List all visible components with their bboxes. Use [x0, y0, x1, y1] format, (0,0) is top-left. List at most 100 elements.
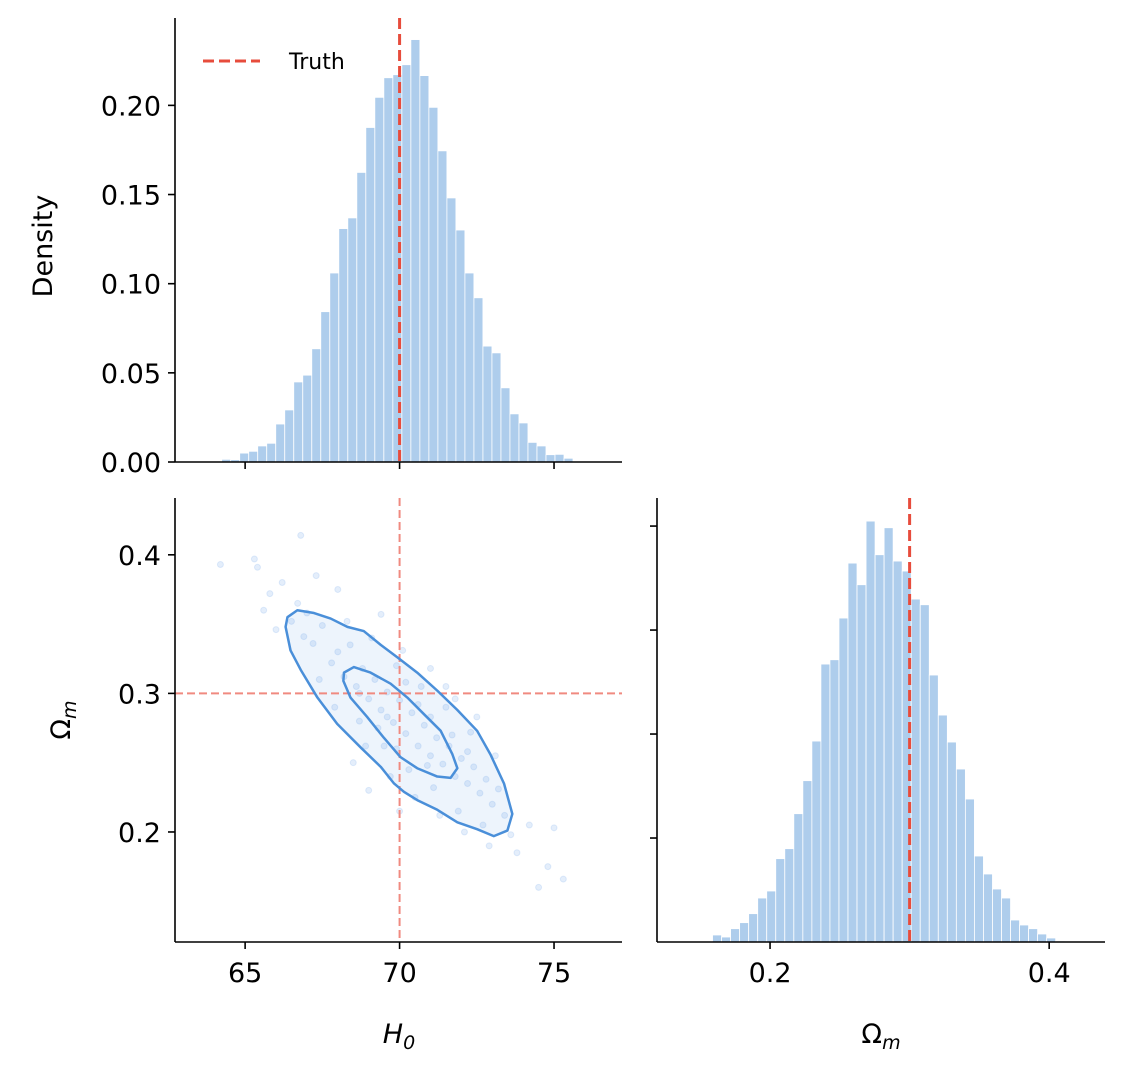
- scatter-point: [544, 863, 552, 871]
- histogram-bar: [347, 217, 358, 463]
- scatter-point: [473, 713, 481, 721]
- scatter-point: [482, 775, 490, 783]
- scatter-point: [507, 831, 515, 839]
- histogram-bar: [482, 345, 493, 463]
- x-tick-label: 70: [382, 958, 416, 989]
- scatter-point: [266, 590, 274, 598]
- scatter-point: [402, 730, 410, 738]
- scatter-point: [423, 761, 431, 769]
- panel-h0-histogram: 0.00 0.05 0.10 0.15 0.20: [101, 18, 622, 479]
- histogram-bar: [536, 445, 547, 463]
- scatter-point: [334, 648, 342, 656]
- histogram-bar: [374, 96, 385, 463]
- histogram-bar: [730, 928, 741, 943]
- scatter-point: [494, 785, 502, 793]
- histogram-bar: [784, 848, 795, 943]
- scatter-point: [380, 742, 388, 750]
- histogram-bar: [419, 75, 430, 463]
- scatter-point: [417, 682, 425, 690]
- histogram-bar: [428, 106, 439, 463]
- histogram-bar: [545, 454, 556, 463]
- histogram-bar: [338, 228, 349, 463]
- scatter-point: [439, 760, 447, 768]
- histogram-bar: [802, 780, 813, 943]
- histogram-bar: [329, 272, 340, 463]
- scatter-point: [513, 849, 521, 857]
- histogram-bar: [446, 197, 457, 463]
- x-tick-label: 0.2: [749, 958, 792, 989]
- histogram-bar: [919, 604, 930, 943]
- scatter-point: [355, 717, 363, 725]
- y-tick-label: 0.05: [101, 359, 161, 390]
- scatter-point: [300, 633, 308, 641]
- scatter-point: [331, 703, 339, 711]
- histogram-bar: [365, 127, 376, 463]
- scatter-point: [408, 709, 416, 717]
- histogram-bar: [437, 150, 448, 463]
- histogram-bar: [983, 873, 993, 943]
- scatter-point: [278, 579, 286, 587]
- y-tick-label: 0.20: [101, 91, 161, 122]
- x-axis-label-omega: Ωm: [861, 1019, 900, 1054]
- scatter-point: [260, 606, 268, 614]
- histogram-bar: [910, 598, 921, 943]
- histogram-bar: [883, 527, 894, 943]
- scatter-point: [389, 718, 397, 726]
- histogram-bar: [356, 172, 367, 463]
- histogram-bar: [937, 714, 948, 943]
- scatter-point: [460, 828, 468, 836]
- histogram-bar: [473, 297, 484, 463]
- scatter-point: [272, 626, 280, 634]
- scatter-point: [426, 664, 434, 672]
- scatter-point: [377, 706, 385, 714]
- scatter-point: [250, 555, 258, 563]
- y-tick-label: 0.2: [118, 818, 161, 849]
- scatter-point: [479, 821, 487, 829]
- histogram-bar: [739, 922, 750, 943]
- histogram-bar: [248, 450, 259, 463]
- legend-truth-label: Truth: [288, 50, 345, 75]
- histogram-bar: [275, 423, 286, 463]
- scatter-point: [442, 682, 450, 690]
- scatter-point: [309, 640, 317, 648]
- histogram-bar: [1019, 924, 1029, 943]
- contour-inner: [342, 665, 459, 780]
- scatter-point: [318, 621, 326, 629]
- x-tick-label: 75: [537, 958, 571, 989]
- histogram-bar: [811, 740, 822, 943]
- scatter-point: [420, 721, 428, 729]
- y-tick-label: 0.10: [101, 270, 161, 301]
- scatter-point: [297, 531, 305, 539]
- x-axis-label-h0: H0: [383, 1019, 415, 1054]
- scatter-point: [457, 755, 465, 763]
- scatter-point: [467, 728, 475, 736]
- histogram-bar: [293, 381, 304, 463]
- histogram-bar: [712, 934, 722, 943]
- y-tick-label: 0.4: [118, 541, 161, 572]
- histogram-bar: [257, 445, 268, 463]
- histogram-bar: [964, 798, 975, 943]
- scatter-point: [485, 842, 493, 850]
- histogram-bar: [847, 562, 858, 943]
- scatter-point: [488, 800, 496, 808]
- histogram-bar: [239, 452, 250, 463]
- scatter-point: [371, 676, 379, 684]
- x-tick-label: 0.4: [1028, 958, 1071, 989]
- scatter-point: [525, 821, 533, 829]
- histogram-bar: [1001, 897, 1011, 943]
- histogram-bar: [1028, 928, 1039, 943]
- y-tick-label: 0.00: [101, 448, 161, 479]
- histogram-bar: [320, 311, 331, 463]
- scatter-point: [454, 807, 462, 815]
- histogram-bar: [527, 441, 538, 463]
- histogram-bar: [856, 584, 867, 943]
- scatter-point: [476, 789, 484, 797]
- scatter-point: [294, 599, 302, 607]
- scatter-point: [402, 678, 410, 686]
- panel-joint-scatter: 65 70 75 0.2 0.3 0.4: [118, 498, 622, 989]
- histogram-bar: [757, 897, 768, 943]
- histogram-bar: [955, 768, 966, 943]
- histogram-bar: [829, 659, 840, 943]
- scatter-point: [451, 695, 459, 703]
- histogram-bar: [518, 422, 529, 463]
